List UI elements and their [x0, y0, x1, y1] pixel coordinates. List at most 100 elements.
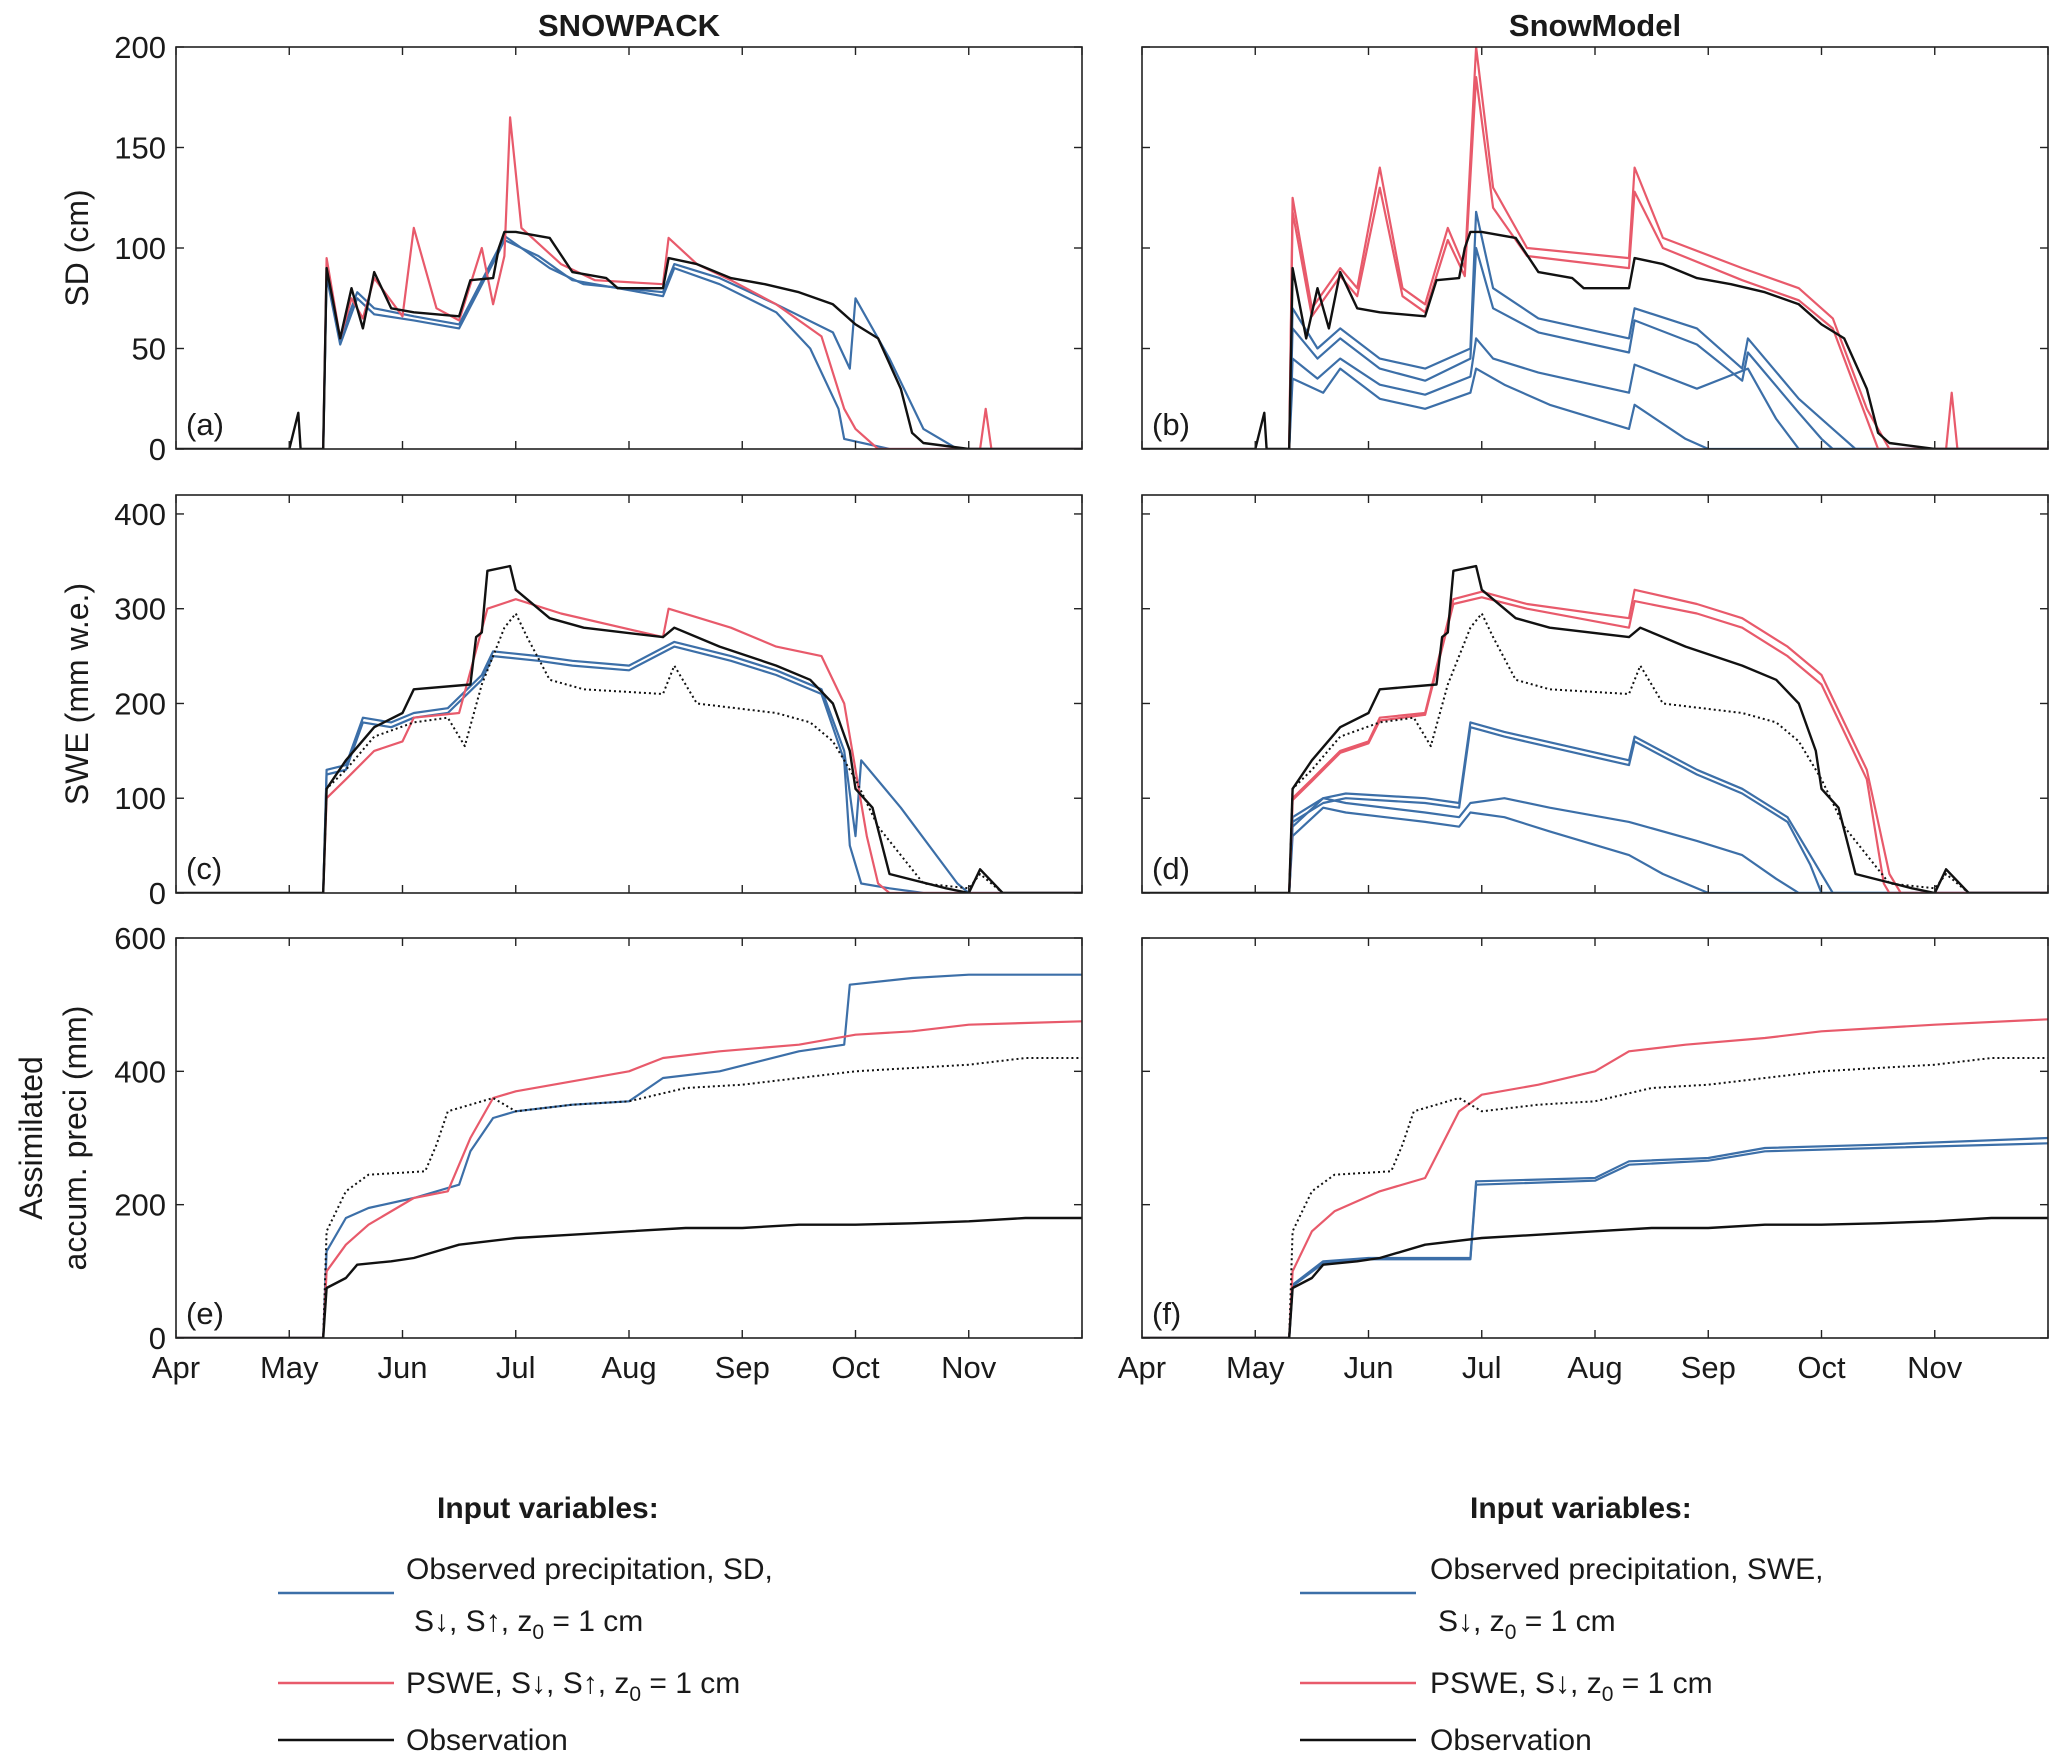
y-tick-label-a-150: 150 — [114, 131, 166, 166]
y-tick-label-e-400: 400 — [114, 1054, 166, 1089]
series-d-swe-run-4 — [1288, 806, 2048, 893]
series-f-swe-run-2 — [1142, 1142, 2048, 1338]
series-b-swe-run-3 — [1288, 337, 2048, 449]
axes-frame-a — [175, 46, 1083, 450]
y-axis-label-a: SD (cm) — [59, 189, 95, 306]
panel-label-e: (e) — [186, 1296, 224, 1331]
series-group-b — [1142, 47, 2048, 449]
series-e-pswe-run — [176, 1020, 1082, 1338]
series-a-pswe-run — [322, 116, 1082, 449]
y-tick-label-e-600: 600 — [114, 921, 166, 956]
legend-label-black: Observation — [1430, 1724, 1592, 1757]
y-axis-label-c: SWE (mm w.e.) — [59, 583, 95, 805]
x-tick-label-e-nov: Nov — [941, 1350, 997, 1385]
series-a-observation — [176, 230, 1082, 449]
series-group-c — [176, 564, 1082, 893]
y-tick-label-c-400: 400 — [114, 497, 166, 532]
series-f-swe-run-1 — [1142, 1136, 2048, 1338]
y-tick-label-a-200: 200 — [114, 30, 166, 65]
series-f-observation-dotted — [1142, 1057, 2048, 1338]
series-d-observation — [1142, 564, 2048, 893]
y-tick-label-a-0: 0 — [149, 432, 166, 467]
y-tick-label-a-100: 100 — [114, 231, 166, 266]
series-group-e — [176, 973, 1082, 1338]
legend-label-blue-line1: Observed precipitation, SD, — [406, 1553, 773, 1586]
x-tick-label-e-jul: Jul — [496, 1350, 536, 1385]
x-tick-label-e-apr: Apr — [152, 1350, 200, 1385]
legend-label-blue-line2: S↓, z0 = 1 cm — [1438, 1605, 1616, 1644]
series-c-sd-run-2 — [322, 645, 1082, 893]
series-f-observation — [1142, 1216, 2048, 1338]
x-tick-label-f-may: May — [1226, 1350, 1285, 1385]
y-tick-label-c-300: 300 — [114, 592, 166, 627]
legend-label-blue-line1: Observed precipitation, SWE, — [1430, 1553, 1824, 1586]
series-c-observation — [176, 564, 1082, 893]
legend-heading: Input variables: — [437, 1492, 659, 1525]
axes-frame-e — [175, 937, 1083, 1339]
series-group-f — [1142, 1018, 2048, 1338]
y-tick-label-e-200: 200 — [114, 1188, 166, 1223]
panel-c: 0 100 200 300 400 (c) SWE (mm w.e.) — [59, 494, 1083, 911]
series-group-a — [176, 116, 1082, 449]
axes-frame-d — [1141, 494, 2049, 894]
legend-label-black: Observation — [406, 1724, 568, 1757]
series-d-observation-dotted — [1142, 612, 2048, 893]
legend-heading: Input variables: — [1470, 1492, 1692, 1525]
x-tick-label-e-oct: Oct — [831, 1350, 880, 1385]
y-tick-label-c-0: 0 — [149, 876, 166, 911]
panel-b: (b) — [1141, 46, 2049, 450]
legend-snowmodel: Input variables: Observed precipitation, … — [1300, 1492, 1824, 1757]
panel-f: Apr May Jun Jul Aug Sep Oct Nov (f) — [1118, 937, 2049, 1385]
x-tick-label-e-aug: Aug — [601, 1350, 656, 1385]
x-tick-label-f-apr: Apr — [1118, 1350, 1166, 1385]
y-axis-label-e-line2: accum. preci (mm) — [57, 1006, 93, 1271]
axes-frame-c — [175, 494, 1083, 894]
panel-label-d: (d) — [1152, 851, 1190, 886]
x-tick-label-e-jun: Jun — [378, 1350, 428, 1385]
panel-label-a: (a) — [186, 407, 224, 442]
series-c-pswe-run — [322, 598, 1082, 893]
axes-frame-b — [1141, 46, 2049, 450]
panel-e: 0 200 400 600 Apr May Jun Jul Aug Sep Oct Nov (e) Ass… — [13, 921, 1083, 1385]
x-tick-label-e-sep: Sep — [715, 1350, 770, 1385]
series-c-observation-dotted — [176, 612, 1082, 893]
series-e-observation-dotted — [176, 1057, 1082, 1338]
x-tick-label-f-sep: Sep — [1681, 1350, 1736, 1385]
x-tick-label-f-jun: Jun — [1344, 1350, 1394, 1385]
legend-label-blue-line2: S↓, S↑, z0 = 1 cm — [414, 1605, 643, 1644]
panel-d: (d) — [1141, 494, 2049, 894]
series-f-pswe-run — [1142, 1018, 2048, 1338]
y-tick-label-a-50: 50 — [132, 332, 166, 367]
legend-label-red: PSWE, S↓, z0 = 1 cm — [1430, 1667, 1713, 1706]
legend-snowpack: Input variables: Observed precipitation, … — [278, 1492, 773, 1757]
series-d-swe-run-1 — [1288, 721, 2048, 893]
series-e-observation — [176, 1216, 1082, 1338]
x-tick-label-f-aug: Aug — [1567, 1350, 1622, 1385]
legend-label-red: PSWE, S↓, S↑, z0 = 1 cm — [406, 1667, 740, 1706]
series-c-sd-run-1 — [322, 640, 1082, 893]
x-tick-label-f-jul: Jul — [1462, 1350, 1502, 1385]
series-b-swe-run-1 — [1288, 210, 2048, 449]
panel-label-f: (f) — [1152, 1296, 1181, 1331]
series-e-sd-run — [176, 973, 1082, 1338]
y-tick-label-c-200: 200 — [114, 686, 166, 721]
series-a-sd-run-2 — [322, 238, 1082, 449]
x-tick-label-e-may: May — [260, 1350, 319, 1385]
panel-label-b: (b) — [1152, 407, 1190, 442]
series-b-swe-run-2 — [1288, 246, 2048, 449]
y-tick-label-e-0: 0 — [149, 1321, 166, 1356]
series-d-pswe-run-2 — [1288, 596, 2048, 893]
series-b-pswe-run-2 — [1288, 76, 2048, 449]
series-b-observation — [1142, 230, 2048, 449]
column-title-snowmodel: SnowModel — [1509, 8, 1681, 43]
x-tick-label-f-oct: Oct — [1797, 1350, 1846, 1385]
x-tick-label-f-nov: Nov — [1907, 1350, 1963, 1385]
series-d-pswe-run-1 — [1288, 588, 2048, 893]
axes-frame-f — [1141, 937, 2049, 1339]
panel-a: 0 50 100 150 200 (a) SD (cm) — [59, 30, 1083, 467]
column-title-snowpack: SNOWPACK — [538, 8, 721, 43]
series-d-swe-run-3 — [1288, 797, 2048, 893]
series-group-d — [1142, 564, 2048, 893]
y-axis-label-e-line1: Assimilated — [13, 1056, 49, 1220]
